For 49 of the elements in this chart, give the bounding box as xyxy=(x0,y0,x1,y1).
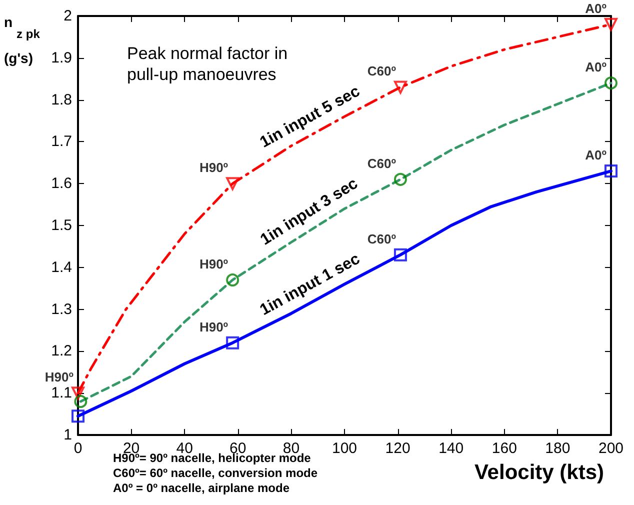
point xyxy=(394,80,407,94)
text: 1in input 5 sec xyxy=(257,82,363,152)
x-tick-label: 160 xyxy=(492,440,517,457)
text: C60º= 60º nacelle, conversion mode xyxy=(113,466,318,480)
data-label: C60º xyxy=(367,64,396,79)
data-label: A0º xyxy=(585,0,607,16)
point xyxy=(604,18,618,31)
y-tick-label: 1.4 xyxy=(51,258,72,276)
x-tick-label: 40 xyxy=(176,440,193,457)
point xyxy=(394,248,407,262)
point xyxy=(72,410,84,423)
x-axis-title: Velocity (kts) xyxy=(474,461,604,484)
x-tick-label: 180 xyxy=(545,440,570,457)
data-label: H90º xyxy=(199,319,228,334)
point xyxy=(74,394,88,408)
point xyxy=(394,172,407,186)
y-tick-label: 1.1 xyxy=(51,384,72,402)
point xyxy=(226,273,240,286)
x-tick-label: 140 xyxy=(438,440,464,457)
data-label: C60º xyxy=(367,231,396,246)
point xyxy=(226,336,240,350)
data-label: A0º xyxy=(585,148,607,163)
text: A0º = 0º nacelle, airplane mode xyxy=(113,481,290,495)
data-label: C60º xyxy=(367,156,396,171)
data-label: H90º xyxy=(199,256,228,272)
y-axis-title: nz pk (g's) xyxy=(4,14,40,66)
y-tick-label: 1.8 xyxy=(51,91,72,108)
y-tick-label: 1.7 xyxy=(51,133,72,150)
point xyxy=(604,164,618,178)
y-tick-label: 1.6 xyxy=(51,175,72,192)
text: Peak normal factor in pull-up manoeuvres xyxy=(127,44,292,84)
x-tick-label: 80 xyxy=(282,440,300,457)
text: 1in input 1 sec xyxy=(257,250,363,320)
y-tick-label: 2 xyxy=(64,8,72,24)
data-label: H90º xyxy=(44,370,74,385)
x-tick-label: 100 xyxy=(332,440,358,457)
x-tick-label: 200 xyxy=(598,440,624,457)
data-label: A0º xyxy=(585,60,607,75)
y-tick-label: 1.5 xyxy=(51,217,72,234)
data-label: H90º xyxy=(199,160,228,176)
y-tick-label: 1.2 xyxy=(51,342,72,360)
x-tick-label: 120 xyxy=(385,440,410,457)
y-tick-label: 1.3 xyxy=(51,300,72,318)
point xyxy=(226,177,240,190)
y-tick-label: 1.9 xyxy=(51,49,72,66)
point xyxy=(72,386,84,400)
point xyxy=(604,76,618,90)
y-tick-label: 1 xyxy=(64,426,72,444)
x-tick-label: 0 xyxy=(74,440,82,457)
